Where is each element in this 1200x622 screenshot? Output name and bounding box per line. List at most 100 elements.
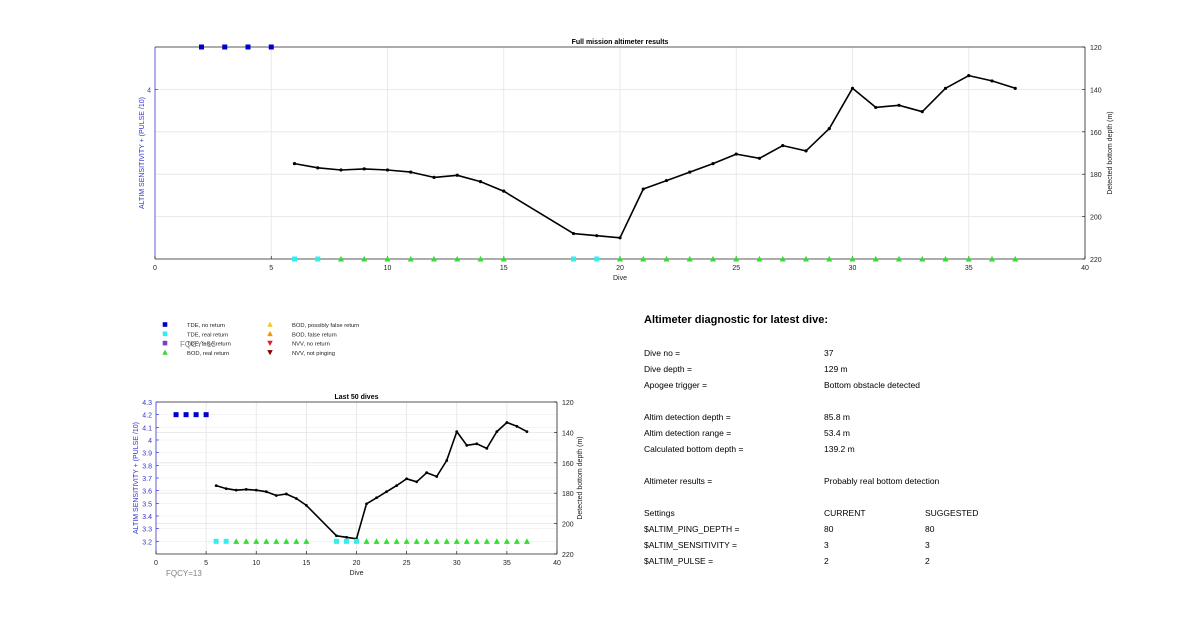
full-mission-depth-point [641,187,645,191]
last-50-marker-bod-real-return [433,538,440,544]
full-mission-ylabel: ALTIM SENSITIVITY + (PULSE /10) [139,97,146,209]
last-50-marker-tde-real-return [343,538,349,544]
last-50-marker-tde-no-return [183,412,189,418]
last-50-depth-point [294,497,298,500]
legend-marker-tde-no-return [162,322,168,327]
setting-label-sensitivity: $ALTIM_SENSITIVITY = [644,540,737,550]
full-mission-marker-bod-real-return [756,255,763,262]
legend-marker-nvv-not-pinging [267,350,273,356]
full-mission-depth-point [316,166,320,170]
diag-label-altimeter-results: Altimeter results = [644,476,713,486]
legend-marker-bod-possibly-false-return [267,321,273,327]
full-mission-marker-tde-no-return [199,44,204,50]
last-50-y2tick-label: 180 [562,491,574,498]
setting-suggested-pulse: 2 [925,556,930,566]
setting-label-pulse: $ALTIM_PULSE = [644,556,714,566]
full-mission-depth-point [339,168,343,172]
full-mission-marker-bod-real-return [919,255,926,262]
fqcy-overlay-label: FQCY=13 [180,340,216,349]
last-50-y2tick-label: 160 [562,461,574,468]
last-50-depth-point [415,480,419,484]
full-mission-title: Full mission altimeter results [572,39,669,46]
full-mission-marker-tde-real-return [594,256,600,262]
last-50-xtick-label: 15 [302,560,310,567]
full-mission-depth-point [385,168,390,172]
full-mission-marker-bod-real-return [384,255,391,262]
last-50-marker-bod-real-return [363,538,370,544]
last-50-marker-bod-real-return [473,538,480,544]
last-50-marker-tde-no-return [203,412,209,418]
full-mission-depth-point [850,86,855,90]
last-50-marker-tde-no-return [193,412,199,418]
full-mission-marker-bod-real-return [803,255,809,262]
full-mission-depth-point [292,162,297,166]
full-mission-marker-bod-real-return [686,255,693,262]
settings-header-current: CURRENT [824,508,866,518]
last-50-marker-bod-real-return [283,538,290,544]
last-50-depth-point [224,487,228,491]
full-mission-marker-bod-real-return [826,255,833,262]
last-50-marker-bod-real-return [273,538,280,544]
full-mission-depth-point [711,162,715,166]
full-mission-xtick-label: 40 [1081,265,1089,272]
diag-value-apogee-trigger: Bottom obstacle detected [824,380,920,390]
full-mission-depth-point [664,178,669,183]
full-mission-y2tick-label: 200 [1090,215,1102,222]
last-50-ytick-label: 4.1 [142,425,152,432]
full-mission-depth-point [943,86,948,90]
full-mission-depth-point [595,234,599,238]
legend-label-bod-real-return: BOD, real return [187,351,229,357]
last-50-ytick-label: 3.9 [142,451,152,458]
full-mission-depth-point [478,180,483,184]
full-mission-marker-bod-real-return [500,255,507,262]
full-mission-marker-bod-real-return [942,255,949,262]
full-mission-marker-bod-real-return [617,255,623,262]
full-mission-depth-point [409,170,413,174]
last-50-ytick-label: 3.6 [142,489,152,496]
diag-value-detection-depth: 85.8 m [824,412,850,422]
last-50-marker-tde-real-return [354,538,359,544]
last-50-marker-bod-real-return [513,538,520,544]
last-50-y2tick-label: 140 [562,430,574,437]
last-50-depth-line [215,421,528,540]
setting-suggested-ping-depth: 80 [925,524,935,534]
last-50-ytick-label: 3.4 [142,514,152,521]
full-mission-depth-point [990,79,994,83]
legend-label-bod-false-return: BOD, false return [292,332,337,338]
diag-label-detection-depth: Altim detection depth = [644,412,731,422]
last-50-depth-point [445,459,449,462]
legend-label-tde-real-return: TDE, real return [187,332,228,338]
last-50-depth-point [425,471,429,475]
full-mission-depth-point [502,189,506,193]
full-mission-marker-tde-no-return [268,44,274,50]
full-mission-marker-bod-real-return [663,255,670,262]
legend-marker-bod-false-return [267,330,273,337]
diag-value-dive-no: 37 [824,348,834,358]
full-mission-xtick-label: 10 [384,265,392,272]
setting-current-ping-depth: 80 [824,524,834,534]
full-mission-depth-point [920,110,924,114]
last-50-xtick-label: 30 [453,560,461,567]
full-mission-xtick-label: 30 [849,265,857,272]
full-mission-marker-bod-real-return [640,255,647,262]
last-50-depth-point [214,484,218,487]
full-mission-depth-line [294,74,1016,239]
full-mission-depth-point [757,156,762,160]
last-50-depth-point [244,488,248,491]
full-mission-depth-point [897,103,901,107]
last-50-depth-point [274,494,278,497]
full-mission-y2label: Detected bottom depth (m) [1107,111,1114,194]
last-50-marker-bod-real-return [523,538,530,544]
last-50-marker-bod-real-return [393,538,400,544]
last-50-depth-point [254,488,258,492]
last-50-depth-point [485,446,489,450]
last-50-marker-bod-real-return [443,538,450,544]
setting-suggested-sensitivity: 3 [925,540,930,550]
last-50-marker-bod-real-return [303,538,310,544]
last-50-ylabel: ALTIM SENSITIVITY + (PULSE /10) [133,422,140,534]
last-50-marker-bod-real-return [453,538,460,544]
full-mission-depth-point [571,231,576,236]
last-50-ytick-label: 3.3 [142,527,152,534]
last-50-depth-point [455,430,459,434]
